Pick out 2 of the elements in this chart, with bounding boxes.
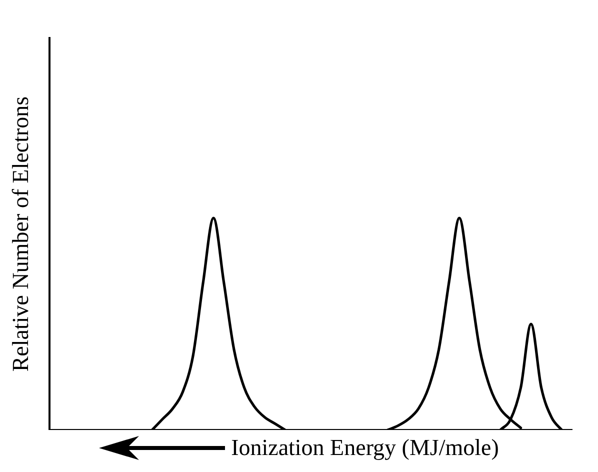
x-axis-title: Ionization Energy (MJ/mole) bbox=[231, 435, 499, 461]
y-axis-title: Relative Number of Electrons bbox=[8, 96, 33, 372]
